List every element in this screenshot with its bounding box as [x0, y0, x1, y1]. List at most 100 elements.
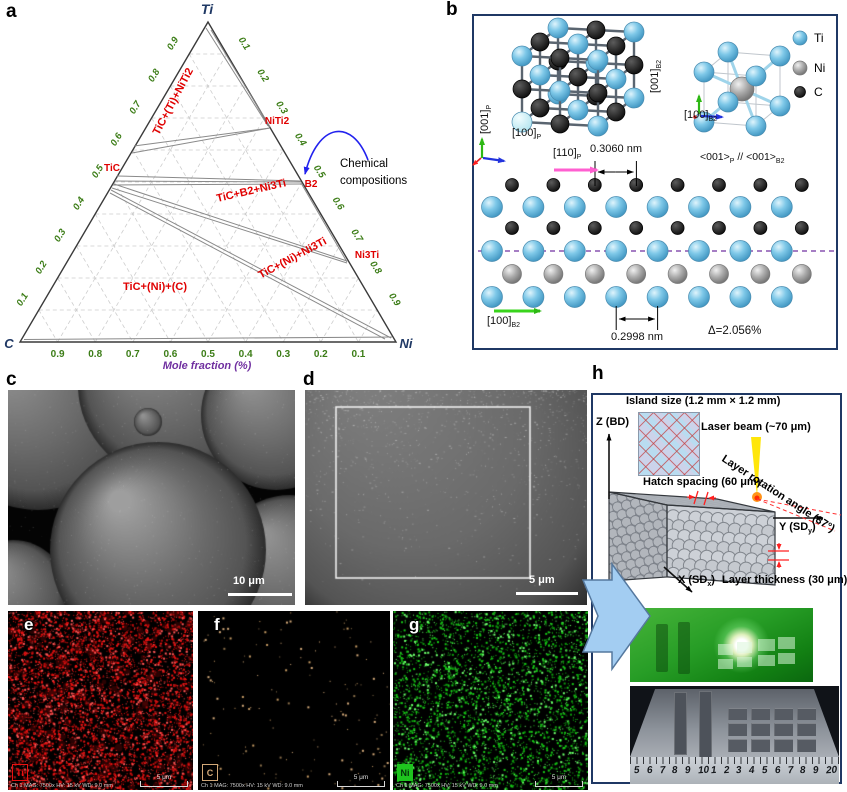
bottom-axis-tick: 0.3 [276, 349, 290, 360]
panel-label-g: g [409, 616, 419, 633]
bottom-axis-tick: 0.2 [314, 349, 328, 360]
left-axis-tick: 0.7 [127, 99, 144, 117]
ruler-number: 8 [800, 765, 806, 776]
ruler-number: 9 [685, 765, 691, 776]
sem-image-powder-surface [305, 390, 587, 605]
melted-square [778, 637, 795, 649]
ruler-number: 7 [659, 765, 665, 776]
direction-label-100p: [100]P [512, 127, 541, 142]
printed-cube-sample [751, 723, 770, 736]
melted-square [758, 655, 775, 666]
ruler-number: 6 [646, 765, 652, 776]
printed-tensile-sample [699, 691, 712, 758]
vertex-label-c: C [4, 336, 14, 351]
or-part: // <001> [734, 151, 775, 163]
phase-region-label: TiC [104, 163, 120, 174]
figure: a b c d h e f g 10 μm 5 μm Ti Ch 1 MAG: … [0, 0, 847, 792]
or-part: <001> [700, 151, 730, 163]
direction-label-001p: [001]P [479, 105, 494, 134]
ruler-ticks [630, 757, 839, 764]
axis-pre: Y (SD [779, 521, 808, 533]
dir-sub: P [536, 134, 541, 141]
x-axis-label: X (SDx) [678, 574, 715, 589]
phase-region-label: TiC+(Ti)+NiTi2 [151, 66, 196, 137]
eds-scale-bar-ni: 5 μm [535, 775, 583, 787]
layer-thickness-label: Layer thickness (30 μm) [722, 574, 847, 586]
ruler-number: 7 [787, 765, 793, 776]
ruler-number: 20 [826, 765, 838, 777]
melted-square [758, 639, 775, 651]
annotation-compositions: compositions [340, 175, 407, 187]
left-axis-tick: 0.2 [33, 259, 50, 277]
island-size-label: Island size (1.2 mm × 1.2 mm) [626, 395, 780, 407]
printed-cube-sample [728, 723, 747, 736]
lattice-spacing-top: 0.3060 nm [576, 143, 656, 155]
bottom-axis-tick: 0.4 [239, 349, 253, 360]
eds-element-badge-ni: Ni [397, 764, 413, 781]
vertex-label-ni: Ni [400, 336, 413, 351]
eds-map-c: C Ch 1 MAG: 7500x HV: 15 kV WD: 9.0 mm 5… [198, 611, 390, 790]
phase-region-label: B2 [305, 179, 318, 190]
printed-tensile-sample [674, 692, 687, 755]
dir-sub: B2 [708, 116, 717, 123]
ruler-number: 1 [710, 765, 716, 776]
lattice-mismatch: Δ=2.056% [708, 325, 761, 338]
axis-post: ) [812, 521, 816, 533]
left-axis-tick: 0.4 [71, 195, 88, 213]
dir-pre: [001] [479, 110, 491, 134]
melted-square [778, 653, 795, 664]
left-axis-tick: 0.5 [90, 163, 107, 181]
scale-bar-c [228, 593, 292, 596]
or-sub: B2 [776, 158, 785, 165]
eds-scale-bar-ti: 5 μm [140, 775, 188, 787]
dir-pre: [001] [649, 69, 661, 93]
axis-pre: X (SD [678, 574, 707, 586]
right-axis-tick: 0.8 [367, 259, 384, 277]
right-axis-tick: 0.5 [311, 163, 328, 181]
right-axis-tick: 0.1 [236, 35, 252, 52]
ternary-triangle [20, 22, 396, 342]
ruler-number: 5 [762, 765, 768, 776]
sample-silhouette [656, 624, 668, 672]
eds-map-ti-image [8, 611, 193, 790]
island-scan-pattern [638, 412, 700, 476]
phase-region-label: TiC+(Ni)+(C) [123, 281, 187, 293]
printed-cube-sample [751, 739, 770, 752]
panel-label-a: a [6, 2, 17, 21]
dir-pre: [100] [487, 315, 511, 327]
photo-build-plate: 5 6 7 8 9 10 1 2 3 4 5 6 7 8 9 20 [630, 686, 839, 784]
ruler-number: 2 [723, 765, 729, 776]
lattice-spacing-bottom: 0.2998 nm [597, 331, 677, 343]
annotation-arrow-icon [305, 131, 368, 174]
eds-map-ni-image [393, 611, 588, 790]
ruler-number: 5 [634, 765, 640, 776]
ruler-number: 6 [774, 765, 780, 776]
sem-image-powder-overview [8, 390, 295, 605]
y-axis-label: Y (SDy) [779, 521, 816, 536]
hatch-spacing-label: Hatch spacing (60 μm) [643, 476, 760, 488]
left-axis-tick: 0.8 [146, 67, 163, 85]
eds-scale-bar-line [337, 781, 385, 787]
scale-bar-c-label: 10 μm [233, 575, 265, 587]
right-axis-tick: 0.9 [386, 291, 403, 309]
eds-map-c-image [198, 611, 390, 790]
bottom-axis-tick: 0.8 [88, 349, 102, 360]
left-axis-tick: 0.1 [15, 291, 31, 308]
printed-cube-sample [774, 708, 793, 721]
printed-cube-sample [751, 708, 770, 721]
direction-label-001b2: [001]B2 [649, 60, 664, 93]
photo-laser-melting [630, 608, 813, 682]
printed-cube-sample [797, 708, 816, 721]
printed-cube-sample [797, 739, 816, 752]
eds-metadata-ti: Ch 1 MAG: 7500x HV: 15 kV WD: 9.0 mm [11, 783, 113, 789]
scale-bar-d [516, 592, 578, 595]
ruler-number: 3 [736, 765, 742, 776]
direction-label-100b2: [100]B2 [684, 109, 717, 124]
panel-label-c: c [6, 370, 17, 389]
panel-label-e: e [24, 616, 33, 633]
eds-scale-bar-line [140, 781, 188, 787]
dir-sub: P [577, 154, 582, 161]
ruler: 5 6 7 8 9 10 1 2 3 4 5 6 7 8 9 20 [630, 757, 839, 784]
orientation-relationship: <001>P // <001>B2 [700, 152, 784, 166]
vertex-label-ti: Ti [201, 1, 214, 17]
